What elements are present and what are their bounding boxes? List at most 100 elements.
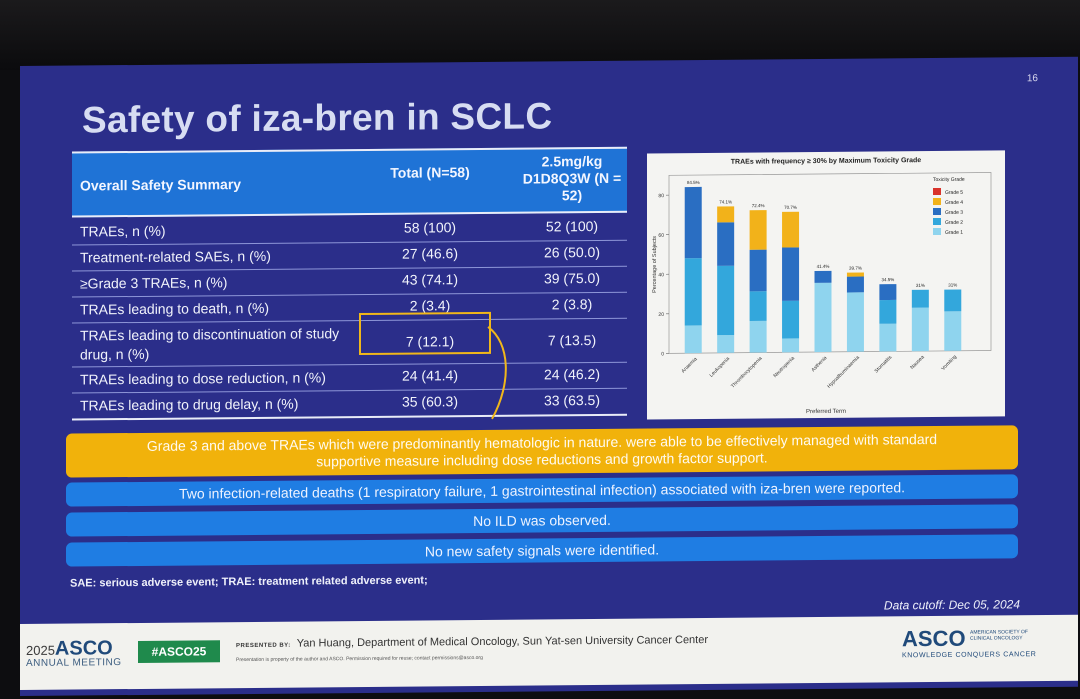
row-dose: 26 (50.0) bbox=[543, 243, 601, 261]
bar-segment bbox=[814, 270, 832, 283]
slide-footer: 2025ASCO ANNUAL MEETING #ASCO25 PRESENTE… bbox=[20, 614, 1078, 690]
x-tick-label: Anaemia bbox=[680, 356, 698, 374]
row-dose: 7 (13.5) bbox=[547, 331, 597, 349]
row-dose: 33 (63.5) bbox=[543, 391, 601, 409]
y-axis-label: Percentage of Subjects bbox=[652, 236, 658, 293]
row-dose: 24 (46.2) bbox=[543, 365, 601, 383]
legend-swatch bbox=[933, 217, 941, 226]
table-row: TRAEs, n (%) 58 (100) 52 (100) bbox=[72, 218, 627, 240]
table-header: Overall Safety Summary Total (N=58) 2.5m… bbox=[72, 146, 627, 218]
hashtag-badge: #ASCO25 bbox=[138, 640, 220, 663]
callout-arrow-icon bbox=[487, 326, 507, 420]
bar-total-label: 41.4% bbox=[817, 264, 830, 269]
bar-segment bbox=[879, 323, 897, 352]
data-cutoff: Data cutoff: Dec 05, 2024 bbox=[883, 597, 1020, 613]
bar-total-label: 84.5% bbox=[687, 180, 700, 185]
legend-label: Grade 2 bbox=[945, 220, 963, 226]
row-label: Treatment-related SAEs, n (%) bbox=[80, 247, 271, 266]
legend-label: Grade 1 bbox=[945, 230, 963, 236]
bar-segment bbox=[749, 210, 767, 250]
trae-chart-panel: TRAEs with frequency ≥ 30% by Maximum To… bbox=[647, 150, 1005, 420]
bar-segment bbox=[846, 272, 864, 277]
bar-segment bbox=[749, 291, 767, 321]
row-label: ≥Grade 3 TRAEs, n (%) bbox=[80, 274, 228, 292]
bar-segment bbox=[879, 299, 897, 324]
y-tick-label: 60 bbox=[658, 233, 664, 239]
x-tick-label: Hypoalbuminaemia bbox=[826, 355, 861, 390]
x-tick-label: Vomiting bbox=[940, 354, 958, 372]
bar-segment bbox=[684, 325, 702, 354]
legend-swatch bbox=[933, 197, 941, 206]
bar-total-label: 34.5% bbox=[882, 277, 895, 282]
legend-label: Grade 4 bbox=[945, 200, 963, 206]
slide-number: 16 bbox=[1026, 73, 1038, 85]
bar-segment bbox=[846, 276, 864, 293]
bar-segment bbox=[749, 249, 767, 292]
bar-segment bbox=[782, 211, 800, 248]
y-tick-label: 0 bbox=[661, 351, 664, 357]
bar-total-label: 74.1% bbox=[719, 199, 732, 204]
row-total: 35 (60.3) bbox=[401, 393, 459, 410]
y-tick-label: 20 bbox=[658, 312, 664, 318]
header-overall-safety-summary: Overall Safety Summary bbox=[80, 176, 242, 194]
legend-label: Grade 3 bbox=[945, 210, 963, 216]
bar-segment bbox=[814, 282, 832, 353]
bar-total-label: 31% bbox=[948, 283, 957, 288]
bar-segment bbox=[684, 186, 702, 259]
x-tick-label: Neutropenia bbox=[772, 355, 796, 379]
bar-total-label: 39.7% bbox=[849, 266, 862, 271]
x-tick-label: Leukopenia bbox=[709, 356, 732, 379]
legend-label: Grade 5 bbox=[945, 190, 963, 196]
bar-segment bbox=[717, 334, 735, 353]
bar-segment bbox=[717, 222, 735, 266]
bar-total-label: 70.7% bbox=[784, 205, 797, 210]
row-total: 27 (46.6) bbox=[401, 245, 459, 262]
x-tick-label: Thrombocytopenia bbox=[730, 356, 764, 390]
abbreviations-footnote: SAE: serious adverse event; TRAE: treatm… bbox=[70, 574, 428, 590]
bar-total-label: 31% bbox=[916, 283, 925, 288]
safety-summary-table: Overall Safety Summary Total (N=58) 2.5m… bbox=[72, 146, 627, 421]
header-dose-group: 2.5mg/kg D1D8Q3W (N = 52) bbox=[522, 152, 622, 204]
legend-swatch bbox=[933, 207, 941, 216]
bar-segment bbox=[911, 307, 929, 352]
bar-segment bbox=[717, 206, 735, 223]
header-total: Total (N=58) bbox=[390, 164, 470, 181]
row-total: 43 (74.1) bbox=[401, 271, 459, 288]
y-tick-label: 80 bbox=[658, 193, 664, 199]
asco-annual-meeting-logo: 2025ASCO ANNUAL MEETING bbox=[26, 637, 122, 669]
infection-deaths-banner: Two infection-related deaths (1 respirat… bbox=[66, 474, 1018, 507]
row-label: TRAEs, n (%) bbox=[80, 222, 166, 240]
highlight-box bbox=[359, 311, 491, 356]
bar-segment bbox=[717, 265, 735, 336]
bar-segment bbox=[782, 338, 800, 353]
bar-total-label: 72.4% bbox=[752, 203, 765, 208]
no-ild-banner: No ILD was observed. bbox=[66, 504, 1018, 537]
row-dose: 2 (3.8) bbox=[551, 296, 593, 313]
row-label: TRAEs leading to dose reduction, n (%) bbox=[80, 369, 326, 388]
presenter-line: PRESENTED BY: Yan Huang, Department of Me… bbox=[236, 633, 709, 650]
row-label: TRAEs leading to discontinuation of stud… bbox=[80, 325, 340, 363]
bar-segment bbox=[782, 300, 800, 339]
row-label: TRAEs leading to death, n (%) bbox=[80, 299, 270, 318]
presentation-slide: 16 Safety of iza-bren in SCLC Overall Sa… bbox=[20, 56, 1078, 697]
legend-title: Toxicity Grade bbox=[933, 177, 965, 183]
bar-segment bbox=[749, 320, 767, 353]
bar-segment bbox=[879, 284, 897, 301]
x-tick-label: Nausea bbox=[909, 354, 926, 371]
row-dose: 52 (100) bbox=[545, 217, 599, 235]
bar-segment bbox=[944, 311, 962, 351]
row-total: 58 (100) bbox=[403, 219, 457, 236]
bar-segment bbox=[911, 289, 929, 308]
trae-stacked-bar-chart: TRAEs with frequency ≥ 30% by Maximum To… bbox=[652, 157, 992, 415]
asco-logo: ASCO AMERICAN SOCIETY OF CLINICAL ONCOLO… bbox=[902, 625, 1037, 660]
row-total: 24 (41.4) bbox=[401, 367, 459, 384]
presenter-name: Yan Huang, Department of Medical Oncolog… bbox=[296, 633, 709, 650]
bar-segment bbox=[846, 292, 864, 352]
y-tick-label: 40 bbox=[658, 272, 664, 278]
chart-title: TRAEs with frequency ≥ 30% by Maximum To… bbox=[731, 157, 922, 166]
x-axis-label: Preferred Term bbox=[806, 409, 846, 415]
presentation-notice: Presentation is property of the author a… bbox=[236, 654, 483, 664]
no-new-signals-banner: No new safety signals were identified. bbox=[66, 534, 1018, 567]
row-label: TRAEs leading to drug delay, n (%) bbox=[80, 395, 299, 414]
bar-segment bbox=[782, 247, 800, 301]
